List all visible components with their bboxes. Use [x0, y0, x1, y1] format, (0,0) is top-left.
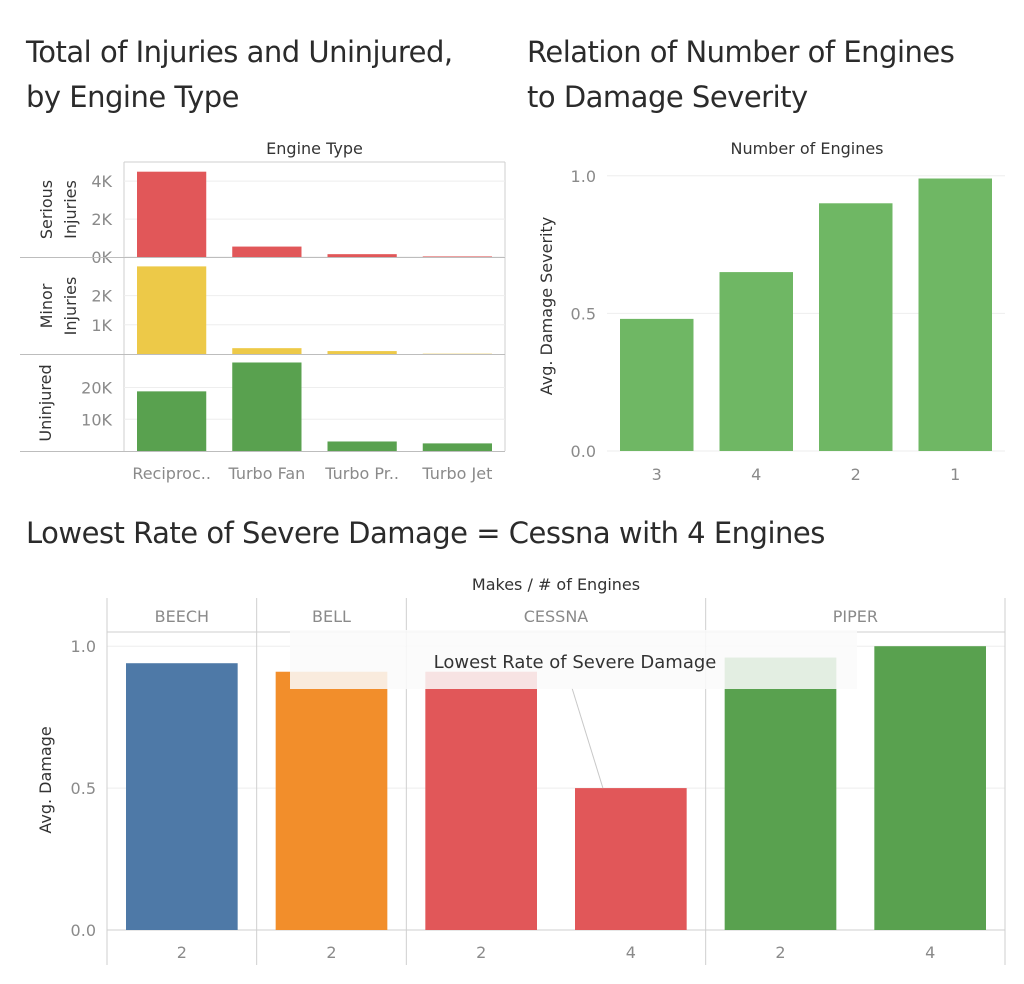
row-label: Serious — [37, 180, 56, 239]
make-group-bell: BELL 2 — [256, 598, 388, 965]
make-header: BEECH — [155, 607, 209, 626]
row-label: Uninjured — [36, 364, 55, 441]
x-category-label: 1 — [950, 465, 960, 484]
engines-title-line1: Relation of Number of Engines — [527, 35, 955, 69]
x-category-label: Turbo Fan — [227, 464, 305, 483]
injuries-title-line2: by Engine Type — [26, 80, 240, 114]
x-category-label: 3 — [652, 465, 662, 484]
x-category-label: 2 — [326, 943, 336, 962]
bar — [232, 362, 302, 451]
y-tick-label: 0.5 — [71, 779, 96, 798]
make-group-cessna: CESSNA 2 4 — [405, 598, 687, 965]
x-category-label: 2 — [177, 943, 187, 962]
bar — [918, 178, 992, 451]
x-category-label: Turbo Pr.. — [324, 464, 399, 483]
bar — [327, 351, 397, 354]
bar — [327, 254, 397, 257]
x-category-label: 4 — [626, 943, 636, 962]
bar — [275, 671, 388, 930]
bar — [575, 788, 687, 930]
x-category-label: 2 — [851, 465, 861, 484]
annotation: Lowest Rate of Severe Damage — [290, 630, 857, 789]
y-tick-label: 4K — [91, 172, 112, 191]
y-axis-label: Avg. Damage Severity — [537, 217, 556, 395]
bar — [232, 348, 302, 354]
make-header: CESSNA — [524, 607, 589, 626]
bar — [719, 272, 793, 451]
bar — [422, 256, 492, 258]
y-tick-label: 2K — [91, 210, 112, 229]
x-category-label: 4 — [925, 943, 935, 962]
bar — [425, 671, 537, 930]
x-category-label: 2 — [476, 943, 486, 962]
row-label: Injuries — [61, 180, 80, 239]
bar — [819, 203, 893, 451]
y-tick-label: 0.5 — [571, 304, 596, 323]
x-category-label: Reciproc.. — [132, 464, 211, 483]
injuries-chart-title: Total of Injuries and Uninjured, by Engi… — [26, 30, 453, 120]
bar — [327, 441, 397, 451]
bar — [137, 391, 207, 451]
bar — [724, 657, 837, 930]
bar — [137, 266, 207, 354]
column-header: Engine Type — [266, 139, 363, 158]
engines-title-line2: to Damage Severity — [527, 80, 808, 114]
column-header: Number of Engines — [730, 139, 883, 158]
x-category-label: 4 — [751, 465, 761, 484]
bar — [620, 318, 694, 451]
panel-uninjured: 10K 20K Uninjured — [20, 362, 505, 452]
bar — [874, 646, 986, 930]
y-tick-label: 1.0 — [571, 167, 596, 186]
engines-chart-title: Relation of Number of Engines to Damage … — [527, 30, 955, 120]
annotation-box — [290, 630, 857, 689]
row-label: Minor — [37, 283, 56, 328]
y-tick-label: 2K — [91, 287, 112, 306]
makes-chart-title: Lowest Rate of Severe Damage = Cessna wi… — [26, 516, 825, 550]
make-group-beech: BEECH 2 — [106, 598, 238, 965]
y-tick-label: 10K — [81, 410, 112, 429]
make-group-piper: PIPER 2 4 — [705, 598, 986, 965]
annotation-text: Lowest Rate of Severe Damage — [434, 652, 717, 673]
y-tick-label: 0.0 — [71, 921, 96, 940]
bar — [232, 246, 302, 257]
bar — [422, 443, 492, 451]
row-label: Injuries — [61, 277, 80, 336]
y-tick-label: 1K — [91, 316, 112, 335]
make-header: BELL — [312, 607, 351, 626]
make-header: PIPER — [833, 607, 878, 626]
x-category-label: 2 — [775, 943, 785, 962]
y-tick-label: 1.0 — [71, 637, 96, 656]
panel-minor-injuries: 1K 2K Minor Injuries — [20, 266, 505, 355]
y-axis-label: Avg. Damage — [36, 726, 55, 833]
bar — [137, 171, 207, 257]
x-category-label: Turbo Jet — [421, 464, 492, 483]
annotation-leader-line — [571, 687, 604, 789]
bar — [126, 663, 238, 930]
injuries-title-line1: Total of Injuries and Uninjured, — [26, 35, 453, 69]
y-tick-label: 20K — [81, 379, 112, 398]
column-header: Makes / # of Engines — [472, 575, 640, 594]
y-tick-label: 0.0 — [571, 442, 596, 461]
